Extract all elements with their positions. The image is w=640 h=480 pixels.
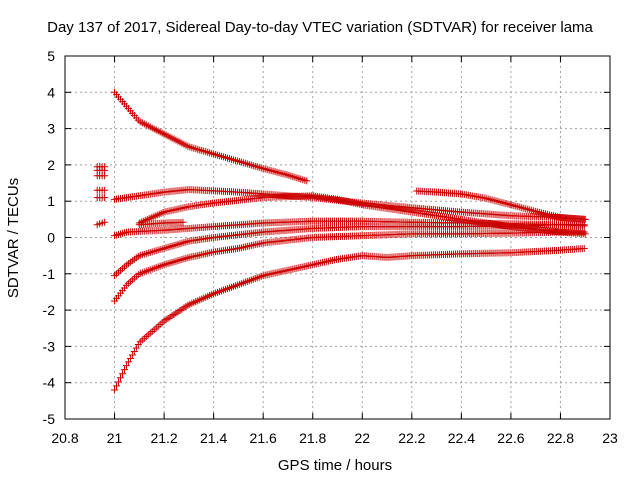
- x-tick-label: 23: [602, 430, 618, 446]
- trace-early-cluster-marker: [101, 186, 109, 194]
- x-tick-label: 22.4: [448, 430, 475, 446]
- trace-from-minus-two-marker: [580, 228, 588, 236]
- x-tick-label: 22: [354, 430, 370, 446]
- x-tick-label: 22.6: [497, 430, 524, 446]
- y-axis-title: SDTVAR / TECUs: [5, 178, 22, 298]
- y-tick-label: -3: [43, 338, 56, 354]
- trace-rise-to-one-marker: [581, 230, 589, 238]
- trace-top-decay-marker: [303, 177, 311, 185]
- x-tick-label: 22.2: [398, 430, 425, 446]
- y-tick-label: -1: [43, 266, 56, 282]
- y-tick-label: -2: [43, 302, 56, 318]
- x-tick-label: 21.8: [299, 430, 326, 446]
- trace-early-cluster-marker: [101, 194, 109, 202]
- y-tick-label: -4: [43, 375, 56, 391]
- x-tick-label: 21.2: [150, 430, 177, 446]
- y-tick-label: 5: [47, 48, 55, 64]
- trace-early-cluster-marker: [101, 172, 109, 180]
- trace-deep-recovery-marker: [113, 382, 121, 390]
- x-tick-label: 20.8: [51, 430, 78, 446]
- y-tick-label: 3: [47, 121, 55, 137]
- x-tick-label: 21.4: [200, 430, 227, 446]
- trace-mid-short-marker: [179, 218, 187, 226]
- trace-deep-recovery-marker: [122, 362, 130, 370]
- trace-deep-recovery-marker: [116, 374, 124, 382]
- trace-late-arc-marker: [581, 215, 589, 223]
- trace-early-cluster-marker: [101, 218, 109, 226]
- trace-from-minus-one-marker: [580, 221, 588, 229]
- y-tick-label: 4: [47, 84, 55, 100]
- data-marks: [93, 88, 589, 394]
- x-tick-label: 21: [107, 430, 123, 446]
- x-axis-title: GPS time / hours: [278, 457, 392, 474]
- y-tick-label: 1: [47, 193, 55, 209]
- trace-deep-recovery-marker: [115, 378, 123, 386]
- x-tick-label: 21.6: [250, 430, 277, 446]
- y-tick-label: -5: [43, 411, 56, 427]
- y-tick-label: 0: [47, 230, 55, 246]
- trace-deep-recovery-marker: [120, 366, 128, 374]
- y-axis-ticks: -5 -4 -3 -2 -1 0 1 2 3 4 5: [43, 48, 610, 427]
- trace-deep-recovery-marker: [111, 386, 119, 394]
- trace-deep-recovery-marker: [118, 370, 126, 378]
- chart-title: Day 137 of 2017, Sidereal Day-to-day VTE…: [47, 19, 593, 36]
- trace-deep-recovery-marker: [580, 244, 588, 252]
- plot-frame: [64, 55, 611, 420]
- x-tick-label: 22.8: [547, 430, 574, 446]
- y-tick-label: 2: [47, 157, 55, 173]
- x-axis-ticks: 20.8 21 21.2 21.4 21.6 21.8 22 22.2 22.4 22.6 22.8…: [51, 56, 618, 446]
